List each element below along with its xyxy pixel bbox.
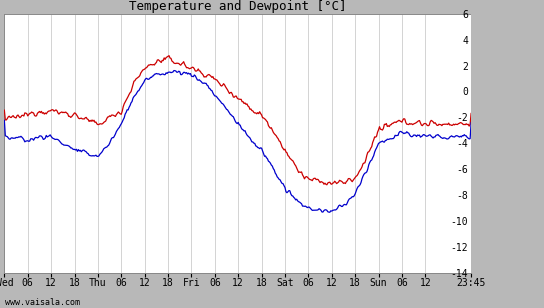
Text: www.vaisala.com: www.vaisala.com bbox=[5, 298, 81, 307]
Title: Temperature and Dewpoint [°C]: Temperature and Dewpoint [°C] bbox=[129, 0, 347, 13]
